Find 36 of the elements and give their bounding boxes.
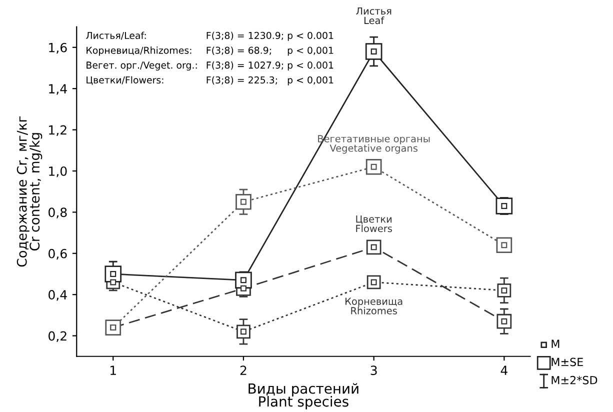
point [365, 43, 382, 60]
point [496, 314, 512, 329]
text: Листья Leaf [356, 7, 392, 24]
y-tick-label: 1,2 [49, 125, 66, 136]
text: Листья/Leaf: F(3;8) = 1230.9; p < 0.001 [86, 32, 334, 41]
y-axis-title: Содержание Cr, мг/кг Cr content, mg/kg [16, 116, 42, 267]
x-tick-label: 3 [370, 366, 377, 376]
series-label: Корневища Rhizomes [346, 298, 402, 314]
point [497, 284, 512, 298]
y-tick-label: 0,8 [48, 208, 67, 218]
text: M±SE [552, 358, 583, 366]
point [236, 324, 250, 339]
point [236, 194, 252, 210]
annotation: Вегет. орг./Veget. org.: F(3;8) = 1027.9; p < 0.001 [86, 61, 334, 71]
y-tick-label: 0,6 [48, 248, 67, 260]
point [235, 272, 252, 289]
y-tick-label: 1,0 [49, 166, 67, 178]
y-tick-label: 1,4 [49, 84, 67, 95]
point [366, 240, 382, 255]
point [496, 237, 512, 254]
y-tick-label: 0,2 [48, 331, 66, 342]
text: Цветки/Flowers: F(3;8) = 225.3; p < 0,001 [86, 76, 334, 86]
point [104, 266, 122, 282]
x-tick-label: 1 [110, 366, 116, 375]
point [366, 275, 381, 290]
text: Корневица/Rhizomes: F(3;8) = 68.9; p < 0,001 [86, 46, 334, 56]
x-tick-label: 4 [500, 366, 508, 375]
point [496, 198, 513, 214]
series-label: Цветки Flowers [356, 216, 392, 232]
point [366, 158, 382, 175]
text: M [552, 340, 560, 348]
y-tick-label: 0,4 [48, 290, 67, 301]
x-axis-title: Виды растений Plant species [248, 383, 358, 410]
x-tick-label: 2 [240, 366, 246, 375]
text: M±2*SD [552, 376, 598, 384]
y-tick-label: 1,6 [49, 42, 67, 54]
